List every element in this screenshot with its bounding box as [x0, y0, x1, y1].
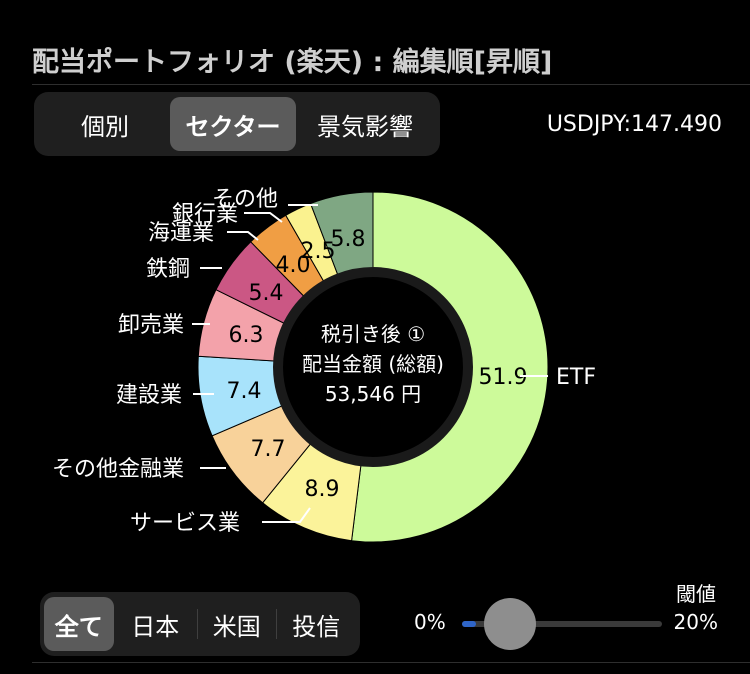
slice-category-label: サービス業 [130, 511, 240, 536]
slice-category-label: 卸売業 [118, 313, 184, 338]
filter-us[interactable]: 米国 [212, 612, 261, 641]
slice-category-label: 海運業 [148, 221, 214, 246]
slice-value-label: 7.4 [227, 379, 262, 404]
header-divider [32, 84, 750, 85]
threshold-slider-thumb[interactable] [484, 598, 536, 650]
center-label-after-tax: 税引き後 ① [321, 322, 425, 346]
slice-value-label: 5.4 [249, 281, 284, 306]
tab-sector[interactable]: セクター [170, 97, 296, 151]
slice-8[interactable] [309, 191, 374, 284]
sector-donut-chart: 51.9 ETF 8.9 サービス業 7.7 その他金融業 7.4 建設業 6.3 卸売業 5.4 鉄… [52, 187, 596, 543]
slice-value-label: 5.8 [331, 227, 366, 252]
leader-line [262, 507, 311, 523]
slice-value-label: 4.0 [276, 253, 311, 278]
tab-individual[interactable]: 個別 [81, 112, 129, 141]
slice-category-label: ETF [556, 365, 596, 390]
slice-value-label: 8.9 [305, 477, 340, 502]
filter-fund[interactable]: 投信 [292, 612, 341, 641]
filter-separator [275, 609, 277, 639]
slice-value-label: 2.5 [301, 239, 336, 264]
fx-rate: USDJPY:147.490 [546, 112, 722, 137]
slice-category-label: 鉄鋼 [146, 257, 190, 282]
leader-line [244, 212, 283, 223]
footer-divider [32, 662, 750, 663]
filter-separator [197, 609, 199, 639]
threshold-track-fill [462, 621, 476, 627]
slice-category-label: その他金融業 [52, 457, 184, 482]
page-title: 配当ポートフォリオ (楽天) : 編集順[昇順] [32, 47, 553, 78]
region-filter-bar: 全て 日本 米国 投信 [40, 592, 360, 656]
tab-economic-impact[interactable]: 景気影響 [317, 112, 413, 141]
slice-category-label: 建設業 [116, 383, 182, 408]
slice-value-label: 51.9 [479, 365, 528, 390]
threshold-label: 閾値 [676, 582, 716, 606]
slice-value-label: 6.3 [229, 323, 264, 348]
view-tab-bar: 個別 セクター 景気影響 [34, 92, 440, 156]
filter-japan[interactable]: 日本 [131, 612, 180, 641]
slice-category-label: 銀行業 [172, 202, 238, 227]
leader-line [227, 231, 259, 241]
threshold-min-label: 0% [414, 610, 446, 634]
filter-all[interactable]: 全て [44, 597, 114, 651]
center-label-amount: 53,546 円 [325, 382, 421, 406]
slice-value-label: 7.7 [251, 437, 286, 462]
center-label-dividend-total: 配当金額 (総額) [302, 352, 444, 376]
threshold-track[interactable] [462, 621, 662, 627]
donut-inner-ring [273, 267, 473, 467]
threshold-max-label: 20% [673, 610, 718, 634]
threshold-slider: 閾値 0% 20% [414, 578, 720, 650]
slice-category-label: その他 [212, 187, 278, 212]
